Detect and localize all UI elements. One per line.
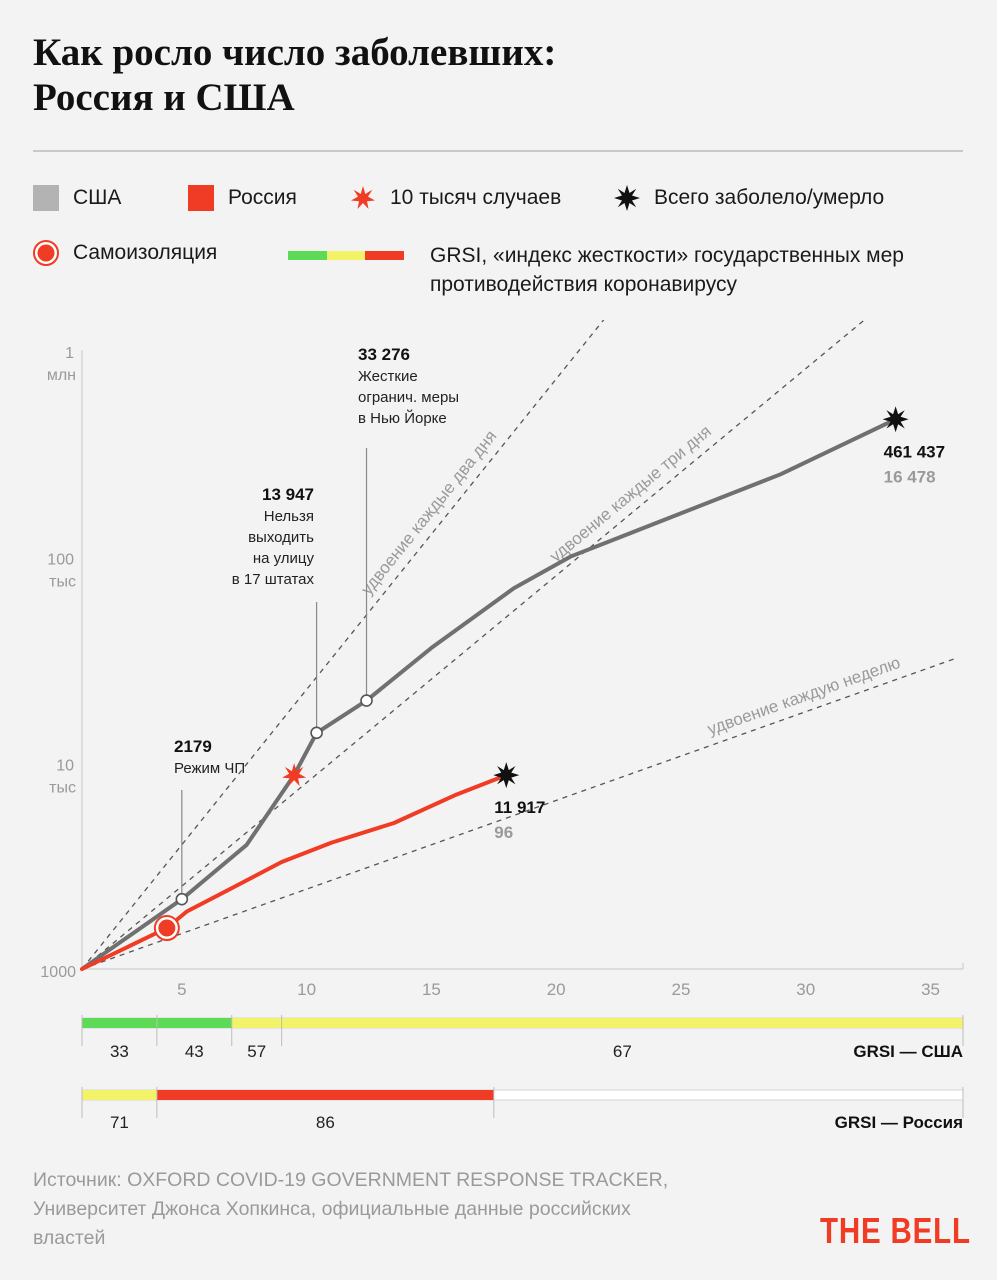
grsi-value: 57 — [247, 1042, 266, 1061]
doubling-line — [81, 656, 959, 970]
doubling-label: удвоение каждые два дня — [357, 427, 500, 599]
y-tick-label: 1 — [65, 345, 74, 362]
title-line-1: Как росло число заболевших: — [33, 31, 557, 74]
cases-chart: 1 млн 100 тыс 10 тыс 1000 5 10 15 20 25 30 35 удвоен… — [40, 320, 964, 1132]
legend-usa-label: США — [73, 186, 122, 209]
doubling-line — [81, 320, 866, 970]
legend-usa: США — [33, 185, 121, 211]
legend-ten-thousand: 10 тысяч случаев — [350, 185, 561, 211]
series-line-russia — [80, 773, 509, 971]
legend-russia: Россия — [188, 185, 297, 211]
annotation-note: Режим ЧП — [174, 760, 245, 777]
legend-self-isolation-label: Самоизоляция — [73, 241, 218, 264]
page-title: Как росло число заболевших: Россия и США — [33, 30, 933, 120]
grsi-segment — [231, 1018, 282, 1028]
grsi-segment — [82, 1018, 157, 1028]
legend-grsi-label: GRSI, «индекс жесткости» государственных… — [430, 244, 904, 296]
x-tick-label: 35 — [921, 980, 940, 999]
y-tick-unit: млн — [47, 367, 76, 384]
total-star-russia — [493, 762, 520, 789]
grsi-value: 33 — [110, 1042, 129, 1061]
annotation-note: в 17 штатах — [232, 571, 315, 588]
x-tick-label: 30 — [796, 980, 815, 999]
self-isolation-dot — [158, 919, 176, 937]
x-tick-label: 20 — [547, 980, 566, 999]
annotation-note: Нельзя — [264, 508, 314, 525]
x-tick-label: 25 — [672, 980, 691, 999]
legend-russia-label: Россия — [228, 186, 297, 209]
annotation-value: 33 276 — [358, 345, 410, 364]
grsi-segment — [156, 1018, 232, 1028]
red-square-icon — [188, 185, 214, 211]
total-deaths-usa: 16 478 — [884, 467, 936, 486]
x-axis-labels: 5 10 15 20 25 30 35 — [177, 980, 940, 999]
grsi-value: 67 — [613, 1042, 632, 1061]
legend-self-isolation: Самоизоляция — [33, 240, 217, 266]
y-tick-label: 100 — [47, 551, 74, 568]
annotation-value: 2179 — [174, 737, 212, 756]
y-tick-label: 10 — [56, 758, 74, 775]
series-line-usa — [80, 417, 898, 971]
ten-thousand-star — [282, 763, 307, 787]
total-star-usa — [882, 406, 909, 433]
annotation-note: огранич. меры — [358, 389, 459, 406]
chart-axes — [81, 350, 964, 970]
x-tick-label: 10 — [297, 980, 316, 999]
annotation-value: 13 947 — [262, 485, 314, 504]
legend-ten-thousand-label: 10 тысяч случаев — [390, 186, 562, 209]
y-tick-unit: тыс — [49, 573, 76, 590]
grsi-value: 71 — [110, 1113, 129, 1132]
annotation-note: в Нью Йорке — [358, 409, 447, 427]
event-marker — [310, 726, 323, 740]
grsi-value: 43 — [185, 1042, 204, 1061]
grsi-segment — [82, 1090, 157, 1100]
x-tick-label: 15 — [422, 980, 441, 999]
y-tick-label: 1000 — [40, 964, 76, 981]
source-line-3: властей — [33, 1227, 106, 1249]
grey-square-icon — [33, 185, 59, 211]
chart-annotations: 2179 Режим ЧП 13 947 Нельзя выходить на улицу… — [174, 345, 945, 842]
doubling-label: удвоение каждые три дня — [546, 422, 715, 567]
chart-markers — [153, 406, 909, 942]
legend-total-label: Всего заболело/умерло — [654, 186, 885, 209]
annotation-note: выходить — [248, 529, 314, 546]
grsi-segment — [281, 1018, 964, 1028]
source-line-2: Университет Джонса Хопкинса, официальные… — [33, 1198, 631, 1220]
black-star-icon — [614, 185, 640, 211]
event-marker — [360, 694, 373, 707]
grsi-segment — [156, 1090, 494, 1100]
annotation-note: Жесткие — [358, 368, 418, 385]
y-axis-labels: 1 млн 100 тыс 10 тыс 1000 — [40, 345, 76, 981]
annotation-leaders — [181, 448, 368, 894]
title-divider — [33, 150, 963, 152]
grsi-label: GRSI — США — [853, 1042, 963, 1061]
title-line-2: Россия и США — [33, 76, 295, 119]
legend-total: Всего заболело/умерло — [614, 185, 884, 211]
annotation-note: на улицу — [253, 550, 315, 567]
grsi-usa: 33 43 57 67 GRSI — США — [81, 1015, 964, 1061]
x-tick-label: 5 — [177, 980, 186, 999]
y-tick-unit: тыс — [49, 780, 76, 797]
doubling-line — [81, 320, 605, 970]
legend-grsi: GRSI, «индекс жесткости» государственных… — [288, 241, 950, 299]
grsi-value: 86 — [316, 1113, 335, 1132]
grsi-label: GRSI — Россия — [835, 1113, 963, 1132]
self-isolation-icon — [33, 240, 59, 266]
source-note: Источник: OXFORD COVID-19 GOVERNMENT RES… — [33, 1166, 733, 1253]
event-marker — [175, 892, 189, 906]
red-star-icon — [351, 186, 375, 209]
total-deaths-russia: 96 — [494, 823, 513, 842]
grsi-gradient-icon — [288, 251, 405, 260]
series-lines — [80, 417, 898, 971]
source-line-1: Источник: OXFORD COVID-19 GOVERNMENT RES… — [33, 1169, 669, 1191]
total-cases-russia: 11 917 — [494, 798, 545, 817]
total-cases-usa: 461 437 — [884, 442, 945, 461]
grsi-russia: 71 86 GRSI — Россия — [81, 1087, 964, 1132]
doubling-label: удвоение каждую неделю — [705, 653, 903, 739]
the-bell-logo: THE BELL — [820, 1210, 971, 1251]
